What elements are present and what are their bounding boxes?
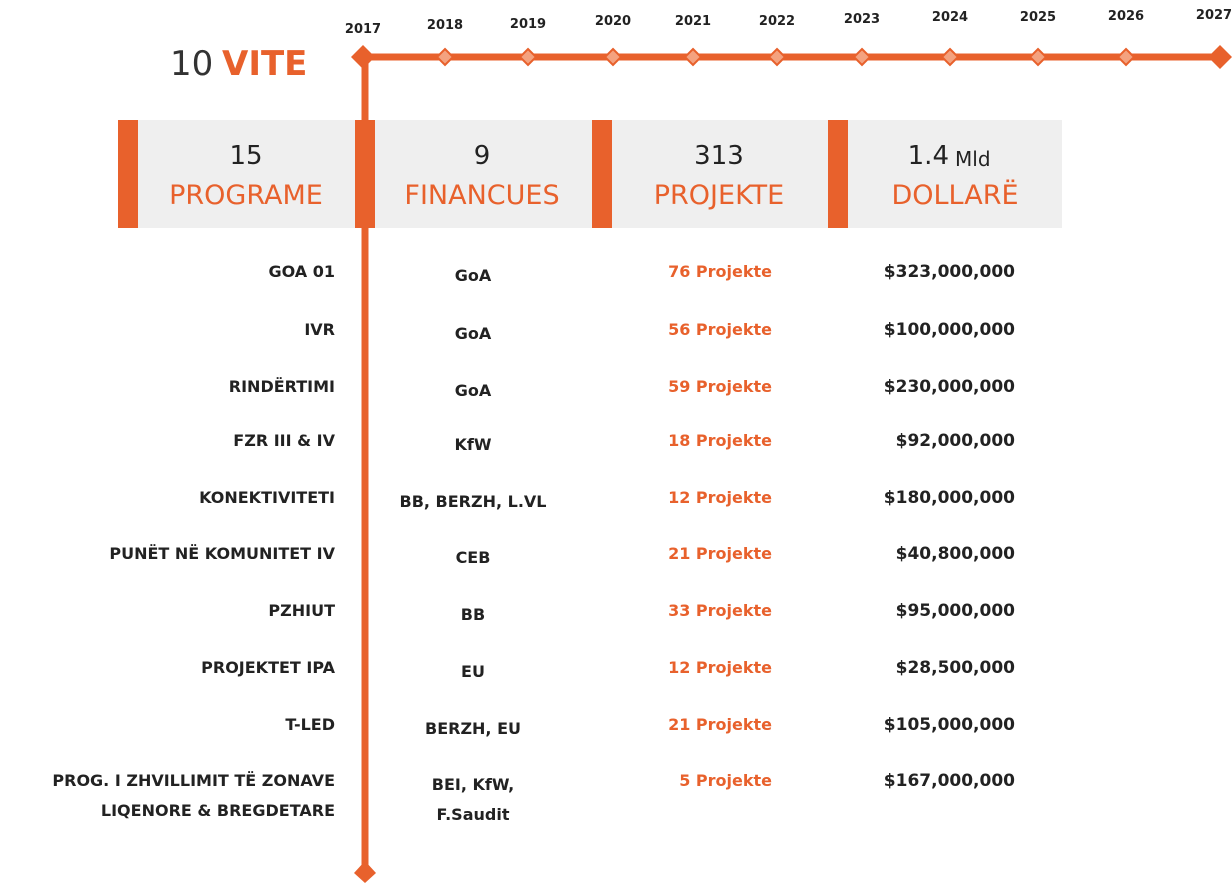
year-label: 2022 [758, 14, 796, 30]
summary-label: FINANCUES [404, 179, 560, 211]
financer: GoA [454, 324, 492, 344]
year-diamond [1116, 47, 1136, 67]
financer: BEI, KfW, [431, 775, 515, 795]
program-name: PZHIUT [268, 601, 335, 621]
financer: BERZH, EU [424, 719, 522, 739]
year-label: 2018 [426, 18, 464, 34]
year-label: 2027 [1195, 8, 1232, 24]
financer: KfW [454, 435, 492, 455]
year-label: 2023 [843, 12, 881, 28]
summary-label: DOLLARË [891, 179, 1019, 211]
amount: $28,500,000 [895, 657, 1015, 678]
program-name: KONEKTIVITETI [199, 488, 335, 508]
program-name: PUNËT NË KOMUNITET IV [109, 544, 335, 564]
summary-label: PROJEKTE [653, 179, 785, 211]
program-name: FZR III & IV [233, 431, 335, 451]
project-count: 33 Projekte [668, 601, 772, 621]
summary-unit: Mld [955, 147, 991, 171]
year-label: 2019 [509, 17, 547, 33]
amount: $180,000,000 [883, 487, 1015, 508]
title-number: 10 [170, 43, 214, 84]
program-name: RINDËRTIMI [228, 377, 335, 397]
year-diamond [603, 47, 623, 67]
project-count: 76 Projekte [668, 262, 772, 282]
program-name: PROG. I ZHVILLIMIT TË ZONAVE [52, 771, 335, 791]
amount: $92,000,000 [895, 430, 1015, 451]
year-label: 2024 [931, 10, 969, 26]
amount: $100,000,000 [883, 319, 1015, 340]
financer: BB, BERZH, L.VL [399, 492, 547, 512]
year-diamond [940, 47, 960, 67]
year-label: 2026 [1107, 9, 1145, 25]
summary-bar [828, 120, 848, 228]
title-word: VITE [222, 43, 308, 84]
amount: $167,000,000 [883, 770, 1015, 791]
summary-number: 313 [694, 141, 744, 172]
timeline-bottom [354, 861, 376, 883]
year-diamonds [435, 47, 1136, 67]
amount: $323,000,000 [883, 261, 1015, 282]
financer: F.Saudit [436, 805, 510, 825]
summary-number: 1.4 [907, 141, 949, 172]
year-diamond [1028, 47, 1048, 67]
project-count: 21 Projekte [668, 715, 772, 735]
amount: $105,000,000 [883, 714, 1015, 735]
program-name: IVR [304, 320, 335, 340]
summary-bar [592, 120, 612, 228]
project-count: 18 Projekte [668, 431, 772, 451]
year-label: 2021 [674, 14, 712, 30]
program-name: GOA 01 [268, 262, 335, 282]
summary-number: 9 [473, 141, 491, 172]
year-label: 2020 [594, 14, 632, 30]
project-count: 12 Projekte [668, 488, 772, 508]
project-count: 59 Projekte [668, 377, 772, 397]
year-diamond [852, 47, 872, 67]
year-label: 2025 [1019, 10, 1057, 26]
financer: CEB [455, 548, 491, 568]
timeline-end [1208, 45, 1232, 69]
project-count: 56 Projekte [668, 320, 772, 340]
year-diamond [518, 47, 538, 67]
financer: GoA [454, 381, 492, 401]
summary-number: 15 [229, 141, 263, 172]
summary-bar [118, 120, 138, 228]
program-name: PROJEKTET IPA [201, 658, 335, 678]
amount: $95,000,000 [895, 600, 1015, 621]
project-count: 21 Projekte [668, 544, 772, 564]
summary-label: PROGRAME [169, 179, 323, 211]
year-diamond [435, 47, 455, 67]
amount: $40,800,000 [895, 543, 1015, 564]
financer: BB [460, 605, 486, 625]
amount: $230,000,000 [883, 376, 1015, 397]
year-label: 2017 [344, 22, 382, 38]
project-count: 5 Projekte [679, 771, 772, 791]
financer: GoA [454, 266, 492, 286]
timeline-corner [351, 45, 375, 69]
program-name: T-LED [285, 715, 335, 735]
project-count: 12 Projekte [668, 658, 772, 678]
year-diamond [683, 47, 703, 67]
year-diamond [767, 47, 787, 67]
financer: EU [461, 662, 485, 682]
program-name: LIQENORE & BREGDETARE [100, 801, 335, 821]
